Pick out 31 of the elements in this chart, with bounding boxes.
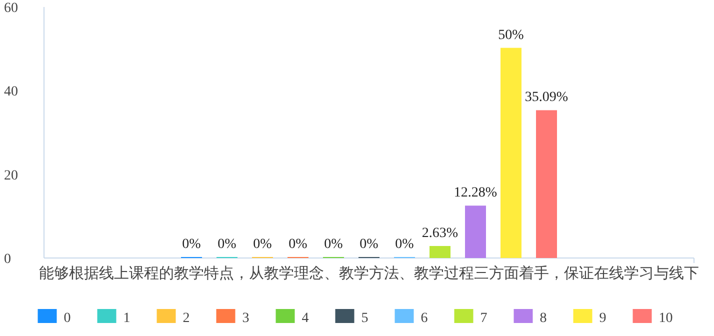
legend-label: 7: [480, 311, 488, 326]
x-tick-label: 能够根据线上课程的教学特点，从教学理念、教学方法、教学过程三方面着手，保证在线学习与线下: [39, 265, 699, 282]
data-label: 0%: [218, 237, 237, 252]
legend-label: 9: [599, 311, 606, 326]
data-label: 0%: [360, 237, 379, 252]
legend-label: 10: [658, 311, 673, 326]
data-label: 50%: [498, 28, 524, 43]
legend-label: 3: [242, 311, 250, 326]
bar: [500, 48, 522, 258]
bar: [465, 206, 486, 258]
legend-label: 1: [123, 311, 130, 326]
legend-label: 4: [302, 311, 309, 326]
legend-label: 6: [420, 311, 428, 326]
legend-label: 0: [64, 311, 71, 326]
legend-label: 2: [182, 311, 190, 326]
legend-label: 8: [540, 311, 547, 326]
data-label: 0%: [395, 237, 414, 252]
y-tick-label: 60: [4, 1, 18, 16]
data-label: 2.63%: [422, 226, 458, 241]
y-tick-label: 40: [4, 84, 18, 100]
data-label: 12.28%: [454, 186, 498, 201]
bar: [430, 246, 450, 258]
y-tick-label: 0: [4, 252, 11, 267]
data-label: 0%: [324, 237, 344, 252]
bar: [536, 110, 557, 258]
data-label: 0%: [253, 237, 272, 252]
data-label: 0%: [182, 237, 202, 252]
y-tick-label: 20: [4, 168, 18, 184]
data-label: 0%: [288, 237, 308, 252]
legend-label: 5: [361, 311, 368, 326]
data-label: 35.09%: [524, 90, 568, 106]
